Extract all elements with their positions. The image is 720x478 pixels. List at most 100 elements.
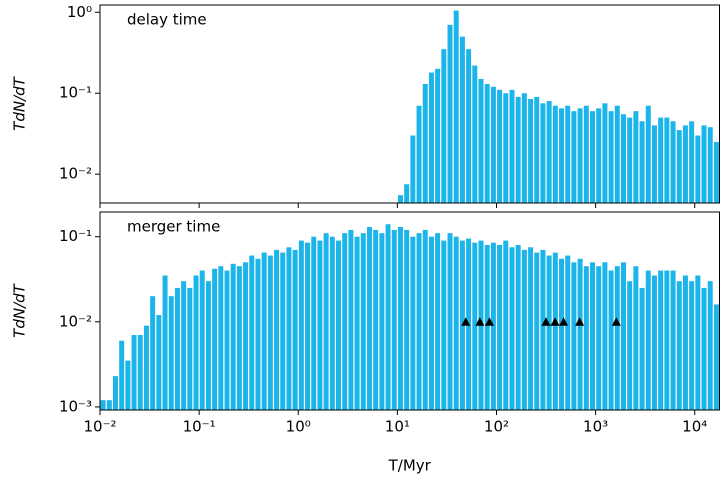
bar (602, 103, 608, 203)
marker (575, 317, 585, 326)
bar (627, 281, 633, 410)
bar (701, 287, 707, 410)
bar (404, 184, 410, 203)
y-axis-label: TdN/dT (11, 282, 29, 337)
bar (100, 400, 106, 410)
bar (422, 229, 428, 410)
bar (664, 270, 670, 410)
marker (559, 317, 569, 326)
bar (422, 83, 428, 203)
bar (515, 244, 521, 410)
bar (236, 266, 242, 410)
bar (125, 360, 131, 410)
bar (559, 108, 565, 203)
bar (689, 281, 695, 410)
bar (348, 229, 354, 410)
bar (701, 125, 707, 203)
bar (534, 252, 540, 410)
bar (503, 93, 509, 203)
bar (664, 117, 670, 203)
bar (490, 242, 496, 410)
bar (174, 287, 180, 410)
bar (453, 236, 459, 410)
x-tick-label: 10³ (583, 418, 608, 436)
bar (143, 325, 149, 410)
bar (713, 304, 719, 410)
bar (472, 242, 478, 410)
bar (224, 270, 230, 410)
bar (441, 49, 447, 203)
bar (670, 270, 676, 410)
bar (658, 117, 664, 203)
bar (651, 125, 657, 203)
bar (559, 258, 565, 410)
bar (521, 249, 527, 410)
bar (410, 135, 416, 203)
bar (274, 249, 280, 410)
bar (441, 240, 447, 410)
bar (354, 236, 360, 410)
bar (106, 400, 112, 410)
marker (461, 317, 471, 326)
bar (410, 236, 416, 410)
y-axis-label: TdN/dT (11, 75, 29, 130)
bar (249, 255, 255, 410)
bar (565, 105, 571, 203)
bar (113, 376, 118, 410)
bar (614, 105, 620, 203)
bar (713, 141, 719, 203)
bar (633, 111, 639, 203)
bar (162, 275, 168, 410)
bar (552, 252, 558, 410)
bar (379, 233, 385, 410)
annotation: delay time (127, 11, 207, 29)
marker (550, 317, 560, 326)
axes-frame (99, 211, 720, 411)
bar (521, 93, 527, 203)
y-tick-label: 10⁻² (59, 165, 92, 183)
bar (428, 236, 434, 410)
bar (509, 247, 515, 410)
bar (590, 111, 596, 203)
x-tick-label: 10² (484, 418, 509, 436)
bar (627, 117, 633, 203)
bar (472, 65, 478, 203)
bar (360, 233, 366, 410)
bar (546, 255, 552, 410)
bar (416, 233, 422, 410)
bar (156, 315, 162, 410)
bar (676, 281, 682, 410)
bar (707, 281, 713, 410)
bar (329, 236, 335, 410)
bar (497, 89, 503, 203)
marker (541, 317, 551, 326)
bar (137, 334, 143, 410)
bar (435, 68, 441, 203)
bar (528, 98, 534, 203)
bar (187, 287, 193, 410)
bar (509, 89, 515, 203)
bar (639, 287, 645, 410)
bar (286, 247, 292, 410)
bar (366, 226, 372, 410)
bar (131, 334, 137, 410)
bar (119, 340, 125, 410)
bar (534, 96, 540, 203)
bar (391, 229, 397, 410)
bar (645, 105, 651, 203)
bar (682, 125, 688, 203)
bar (267, 255, 273, 410)
bar (336, 240, 342, 410)
bar (528, 247, 534, 410)
y-tick-label: 10⁻³ (59, 397, 92, 415)
bar (633, 266, 639, 410)
bar (596, 108, 602, 203)
bar (416, 105, 422, 203)
bar (397, 195, 403, 203)
bar (695, 275, 701, 410)
bar (676, 130, 682, 203)
bar (435, 233, 441, 410)
y-tick-label: 10⁻¹ (59, 84, 92, 102)
bar (658, 270, 664, 410)
